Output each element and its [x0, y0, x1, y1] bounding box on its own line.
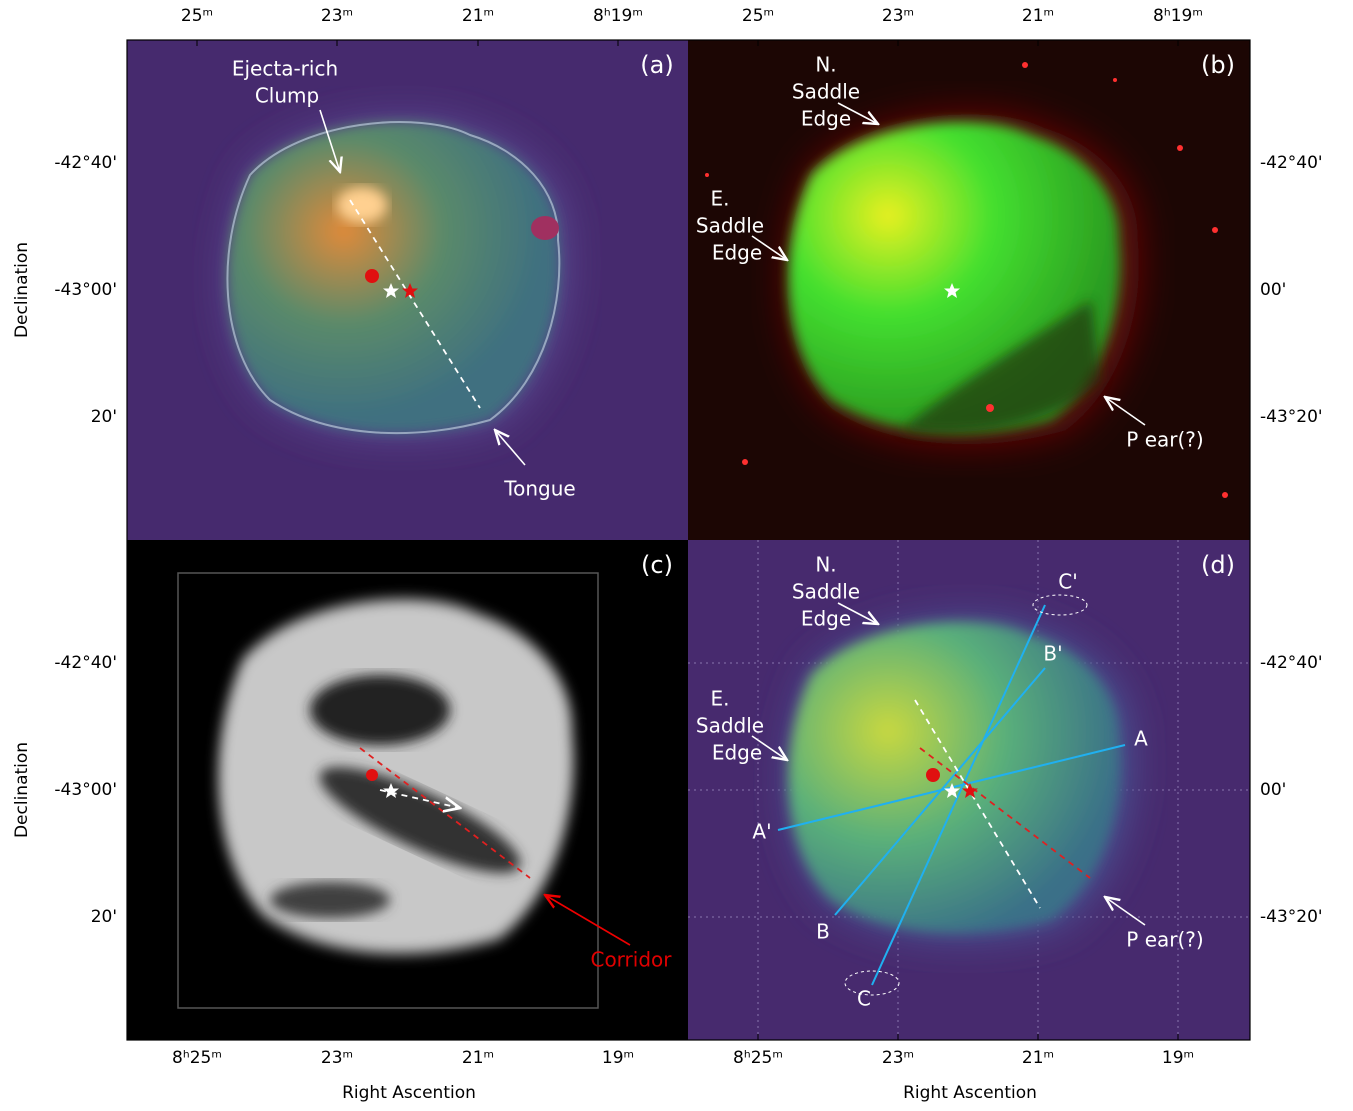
- annotation: N.: [815, 553, 836, 577]
- annotation: Clump: [255, 84, 319, 108]
- image-b: [787, 114, 1139, 444]
- figure: (a) Ejecta-rich Clump Tongue (b) N. Sadd…: [0, 0, 1353, 1107]
- annotation: Tongue: [503, 477, 575, 501]
- right-tick-label: -43°20': [1260, 907, 1323, 927]
- annotation: E.: [711, 687, 730, 711]
- annotation: B': [1043, 642, 1062, 666]
- top-tick-label: 25ᵐ: [742, 6, 774, 26]
- right-tick-label: -43°20': [1260, 407, 1323, 427]
- top-tick-label: 23ᵐ: [882, 6, 914, 26]
- left-tick-label: 20': [91, 907, 117, 927]
- right-tick-label: 00': [1260, 780, 1286, 800]
- right-tick-label: -42°40': [1260, 653, 1323, 673]
- annotation: E.: [711, 187, 730, 211]
- top-tick-label: 8ʰ19ᵐ: [1153, 6, 1203, 26]
- bottom-tick-label: 8ʰ25ᵐ: [172, 1048, 222, 1068]
- panel-label: (d): [1201, 551, 1235, 579]
- bottom-tick-label: 21ᵐ: [462, 1048, 494, 1068]
- left-tick-label: -43°00': [54, 280, 117, 300]
- annotation: C': [1058, 570, 1077, 594]
- bottom-tick-label: 23ᵐ: [882, 1048, 914, 1068]
- annotation: Corridor: [590, 948, 672, 972]
- left-tick-label: 20': [91, 407, 117, 427]
- left-tick-label: -42°40': [54, 653, 117, 673]
- panel-label: (c): [641, 551, 673, 579]
- annotation: Edge: [712, 741, 762, 765]
- annotation: Saddle: [792, 580, 860, 604]
- bottom-tick-label: 19ᵐ: [602, 1048, 634, 1068]
- top-tick-label: 21ᵐ: [462, 6, 494, 26]
- bottom-tick-label: 8ʰ25ᵐ: [733, 1048, 783, 1068]
- annotation: A: [1134, 727, 1148, 751]
- annotation: P ear(?): [1126, 428, 1203, 452]
- bottom-tick-label: 23ᵐ: [321, 1048, 353, 1068]
- annotation: A': [752, 820, 771, 844]
- left-tick-label: -43°00': [54, 780, 117, 800]
- bottom-tick-label: 19ᵐ: [1162, 1048, 1194, 1068]
- top-tick-label: 8ʰ19ᵐ: [593, 6, 643, 26]
- x-axis-label: Right Ascention: [342, 1083, 476, 1103]
- left-tick-label: -42°40': [54, 153, 117, 173]
- right-tick-label: 00': [1260, 280, 1286, 300]
- annotation: N.: [815, 53, 836, 77]
- panel-label: (b): [1201, 51, 1235, 79]
- annotation: Edge: [712, 241, 762, 265]
- annotation: Edge: [801, 607, 851, 631]
- y-axis-label: Declination: [12, 242, 32, 338]
- annotation: Saddle: [696, 214, 764, 238]
- top-tick-label: 21ᵐ: [1022, 6, 1054, 26]
- right-tick-label: -42°40': [1260, 153, 1323, 173]
- annotation: B: [816, 920, 830, 944]
- bottom-tick-label: 21ᵐ: [1022, 1048, 1054, 1068]
- top-tick-label: 25ᵐ: [181, 6, 213, 26]
- top-tick-label: 23ᵐ: [321, 6, 353, 26]
- annotation: Edge: [801, 107, 851, 131]
- annotation: P ear(?): [1126, 928, 1203, 952]
- y-axis-label: Declination: [12, 742, 32, 838]
- annotation: Ejecta-rich: [232, 57, 338, 81]
- annotation: Saddle: [696, 714, 764, 738]
- annotation: Saddle: [792, 80, 860, 104]
- panel-label: (a): [640, 51, 673, 79]
- x-axis-label: Right Ascention: [903, 1083, 1037, 1103]
- annotation: C: [857, 987, 871, 1011]
